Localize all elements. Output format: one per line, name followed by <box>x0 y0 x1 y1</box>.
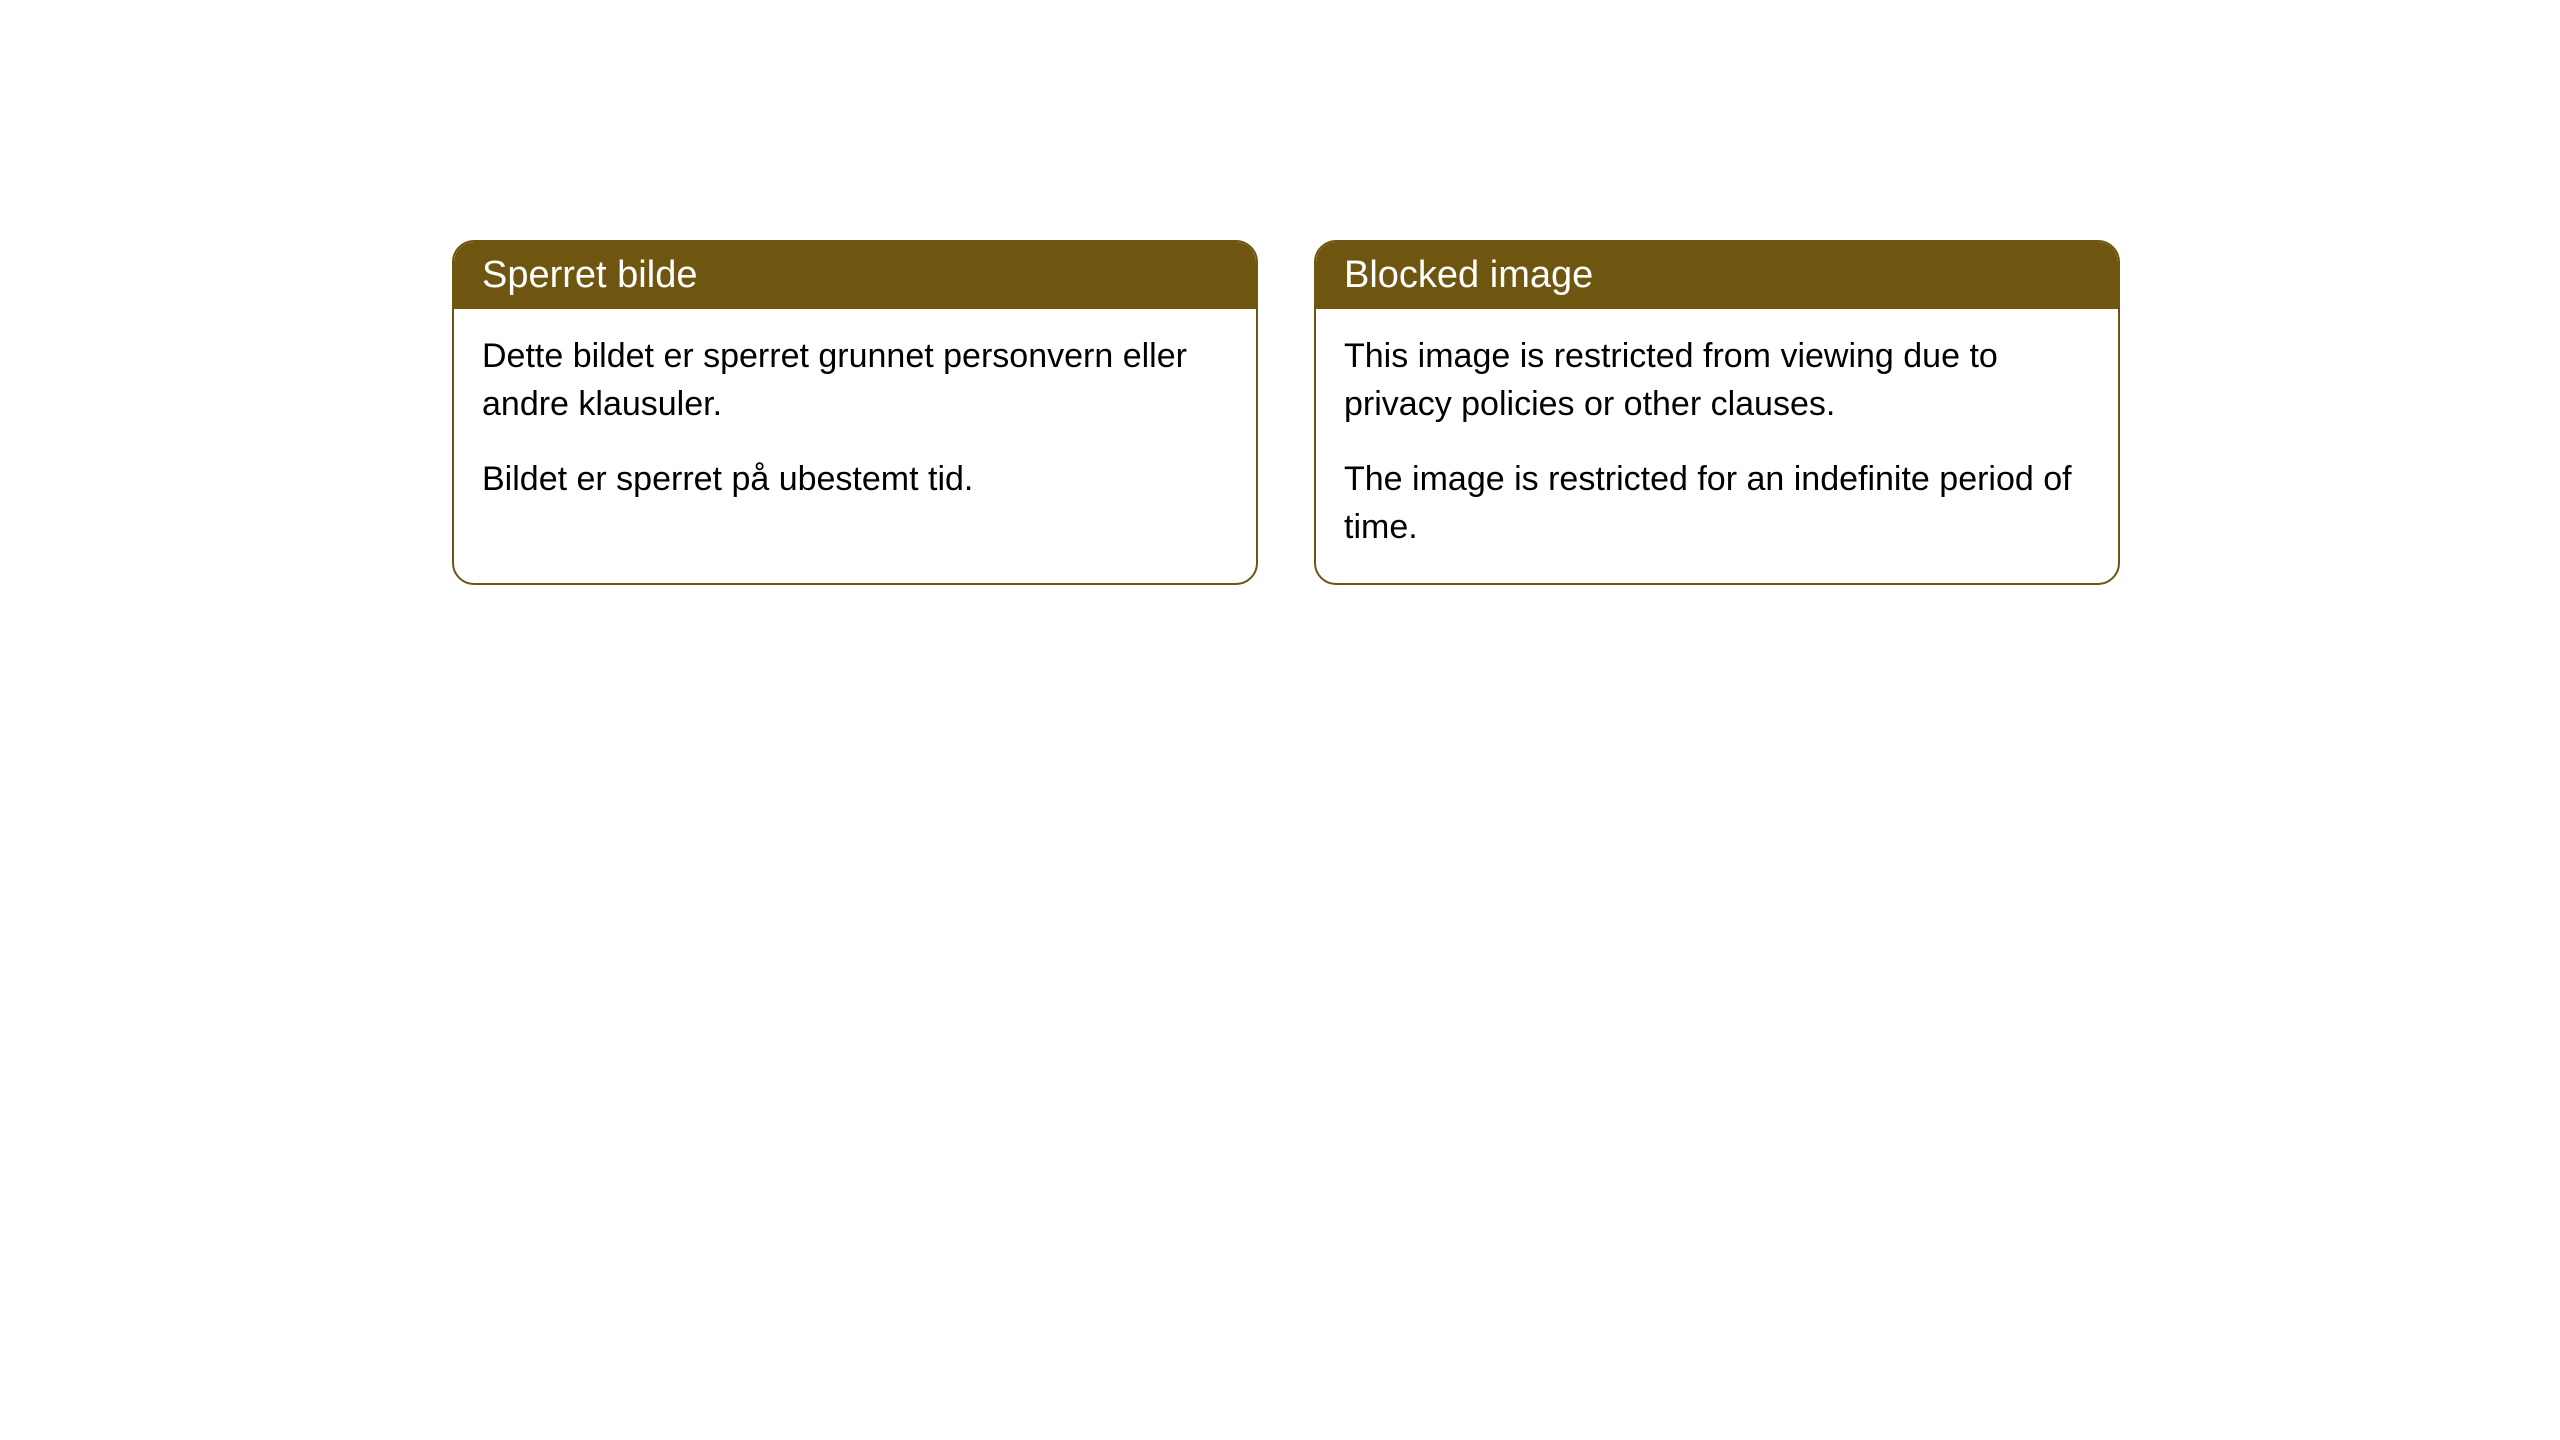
card-header-english: Blocked image <box>1316 242 2118 309</box>
card-paragraph: Dette bildet er sperret grunnet personve… <box>482 333 1228 428</box>
card-english: Blocked image This image is restricted f… <box>1314 240 2120 585</box>
card-norwegian: Sperret bilde Dette bildet er sperret gr… <box>452 240 1258 585</box>
cards-container: Sperret bilde Dette bildet er sperret gr… <box>452 240 2120 585</box>
card-paragraph: The image is restricted for an indefinit… <box>1344 456 2090 551</box>
card-body-english: This image is restricted from viewing du… <box>1316 309 2118 583</box>
card-paragraph: Bildet er sperret på ubestemt tid. <box>482 456 1228 504</box>
card-header-norwegian: Sperret bilde <box>454 242 1256 309</box>
card-body-norwegian: Dette bildet er sperret grunnet personve… <box>454 309 1256 536</box>
card-paragraph: This image is restricted from viewing du… <box>1344 333 2090 428</box>
